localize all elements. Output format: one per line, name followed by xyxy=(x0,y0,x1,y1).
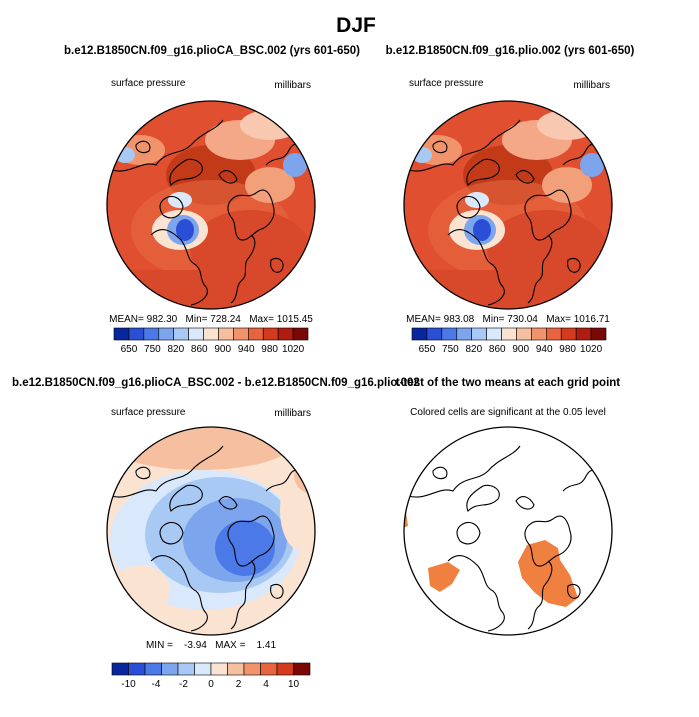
panel-4-subtitle: Colored cells are significant at the 0.0… xyxy=(410,407,606,418)
colorbar-tick-label: 860 xyxy=(489,344,506,355)
colorbar-swatch xyxy=(243,662,261,676)
colorbar-swatch xyxy=(173,327,189,341)
panel-2-units: millibars xyxy=(573,80,610,91)
colorbar-tick-label: 820 xyxy=(465,344,482,355)
colorbar-swatch xyxy=(177,662,195,676)
colorbar-tick-label: 900 xyxy=(214,344,231,355)
panel-2-title: b.e12.B1850CN.f09_g16.plio.002 (yrs 601-… xyxy=(386,45,635,57)
colorbar-swatch xyxy=(158,327,174,341)
colorbar-swatch xyxy=(486,327,502,341)
colorbar-tick-label: 2 xyxy=(236,679,242,690)
significant-region-east xyxy=(518,540,578,607)
significant-region-west xyxy=(428,562,460,592)
panel-3-variable: surface pressure xyxy=(111,407,186,418)
colorbar-swatch xyxy=(426,327,443,341)
panel-1-units: millibars xyxy=(274,80,311,91)
colorbar-tick-label: -10 xyxy=(121,679,136,690)
colorbar-swatch xyxy=(276,662,294,676)
colorbar-swatch xyxy=(516,327,532,341)
panel-2-variable: surface pressure xyxy=(409,78,484,89)
colorbar-swatch xyxy=(293,662,311,676)
panel-3-title: b.e12.B1850CN.f09_g16.plioCA_BSC.002 - b… xyxy=(12,377,420,389)
colorbar-swatch xyxy=(277,327,294,341)
colorbar-swatch xyxy=(248,327,264,341)
panel-1-stats: MEAN= 982.30 Min= 728.24 Max= 1015.45 xyxy=(109,314,313,325)
panel-3-map xyxy=(107,427,315,635)
colorbar-swatch xyxy=(203,327,219,341)
colorbar-swatch xyxy=(531,327,547,341)
panel-2-stats: MEAN= 983.08 Min= 730.04 Max= 1016.71 xyxy=(406,314,610,325)
colorbar-swatch xyxy=(128,662,146,676)
panel-3-stats: MIN = -3.94 MAX = 1.41 xyxy=(146,640,276,651)
colorbar-swatch xyxy=(188,327,204,341)
colorbar-swatch xyxy=(128,327,145,341)
panel-2-colorbar: 650 750 820 860 900 940 980 1020 xyxy=(411,327,607,355)
panel-4-map xyxy=(404,427,612,635)
panel-4-title: t-test of the two means at each grid poi… xyxy=(396,377,620,389)
colorbar-tick-label: 1020 xyxy=(282,344,305,355)
panel-3-colorbar: -10 -4 -2 0 2 4 10 xyxy=(111,662,311,690)
colorbar-tick-label: 820 xyxy=(167,344,184,355)
colorbar-tick-label: 940 xyxy=(536,344,553,355)
panel-1-variable: surface pressure xyxy=(111,78,186,89)
colorbar-swatch xyxy=(471,327,487,341)
colorbar-swatch xyxy=(227,662,245,676)
colorbar-swatch xyxy=(233,327,249,341)
colorbar-tick-label: 650 xyxy=(121,344,138,355)
colorbar-swatch xyxy=(262,327,279,341)
colorbar-swatch xyxy=(111,662,129,676)
colorbar-tick-label: 980 xyxy=(559,344,576,355)
colorbar-swatch xyxy=(260,662,278,676)
colorbar-swatch xyxy=(161,662,179,676)
colorbar-tick-label: -4 xyxy=(152,679,161,690)
panel-1-colorbar: 650 750 820 860 900 940 980 1020 xyxy=(113,327,309,355)
colorbar-tick-label: 10 xyxy=(288,679,300,690)
colorbar-swatch xyxy=(210,662,228,676)
colorbar-tick-label: 940 xyxy=(238,344,255,355)
panel-1-map xyxy=(107,101,315,309)
colorbar-tick-label: 900 xyxy=(512,344,529,355)
colorbar-swatch xyxy=(546,327,562,341)
colorbar-tick-label: -2 xyxy=(179,679,188,690)
colorbar-tick-label: 1020 xyxy=(580,344,603,355)
colorbar-swatch xyxy=(456,327,472,341)
colorbar-tick-label: 4 xyxy=(263,679,269,690)
colorbar-swatch xyxy=(194,662,212,676)
colorbar-swatch xyxy=(144,662,162,676)
colorbar-tick-label: 0 xyxy=(208,679,214,690)
colorbar-swatch xyxy=(411,327,428,341)
colorbar-swatch xyxy=(590,327,607,341)
colorbar-tick-label: 750 xyxy=(442,344,459,355)
panel-1-title: b.e12.B1850CN.f09_g16.plioCA_BSC.002 (yr… xyxy=(64,45,360,57)
colorbar-swatch xyxy=(575,327,592,341)
colorbar-tick-label: 650 xyxy=(419,344,436,355)
panel-3-units: millibars xyxy=(274,408,311,419)
colorbar-swatch xyxy=(113,327,130,341)
colorbar-swatch xyxy=(218,327,234,341)
colorbar-swatch xyxy=(441,327,458,341)
colorbar-swatch xyxy=(143,327,160,341)
figure-title: DJF xyxy=(336,14,376,37)
colorbar-tick-label: 750 xyxy=(144,344,161,355)
colorbar-tick-label: 980 xyxy=(261,344,278,355)
colorbar-tick-label: 860 xyxy=(191,344,208,355)
colorbar-swatch xyxy=(292,327,309,341)
colorbar-swatch xyxy=(560,327,577,341)
panel-2-map xyxy=(404,101,612,309)
colorbar-swatch xyxy=(501,327,517,341)
